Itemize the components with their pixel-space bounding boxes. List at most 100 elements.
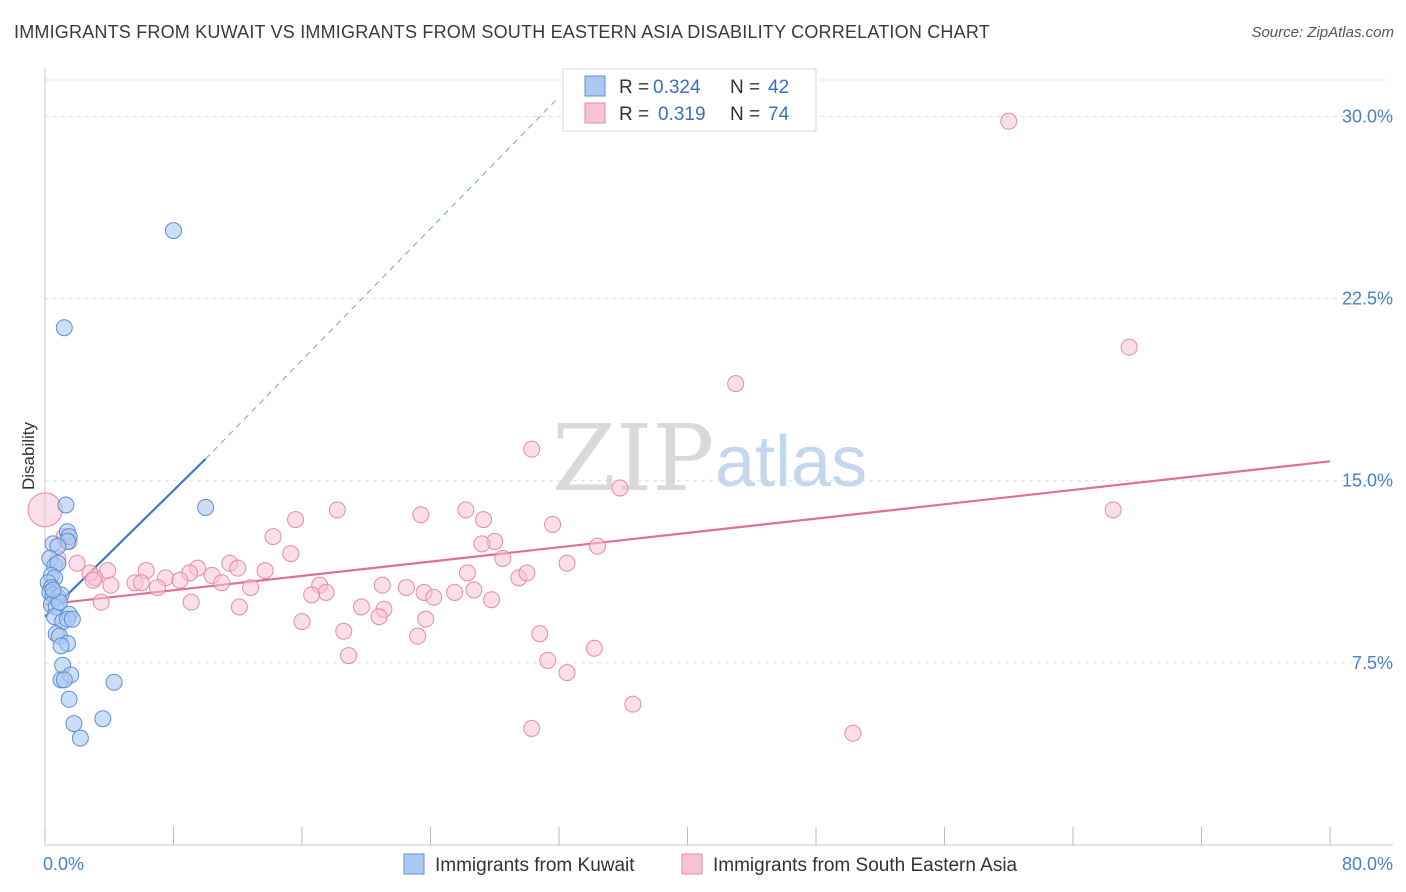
y-tick-label: 15.0% — [1342, 471, 1393, 491]
sea-point — [518, 564, 536, 582]
sea-point — [558, 664, 576, 682]
sea-point — [1000, 112, 1018, 130]
y-tick-label: 22.5% — [1342, 289, 1393, 309]
sea-trend-line — [44, 460, 1331, 606]
legend-swatch-sea — [584, 102, 606, 124]
axes: 7.5% 15.0% 22.5% 30.0% 0.0% 80.0% Disability — [19, 68, 1393, 874]
sea-point — [303, 586, 321, 604]
trend-lines — [44, 96, 1331, 618]
sea-point — [844, 724, 862, 742]
sea-point — [589, 537, 607, 555]
kuwait-point — [165, 222, 182, 240]
sea-point — [397, 579, 415, 597]
legend-swatch-kuwait — [584, 75, 606, 97]
sea-point — [458, 564, 476, 582]
sea-point — [1120, 338, 1138, 356]
kuwait-points — [39, 222, 215, 747]
sea-point — [27, 492, 63, 528]
sea-point — [523, 440, 541, 458]
grid-lines — [45, 79, 1390, 664]
sea-point — [92, 593, 110, 611]
watermark-zip: ZIP — [552, 405, 714, 512]
kuwait-point — [55, 319, 73, 337]
sea-point — [558, 554, 576, 572]
sea-point — [483, 591, 501, 609]
sea-point — [242, 579, 260, 597]
legend-kuwait-r-label: R = — [619, 77, 649, 98]
legend: R = 0.324 N = 42 R = 0.319 N = 74 — [562, 68, 817, 132]
sea-point — [229, 559, 247, 577]
y-axis-title: Disability — [19, 421, 38, 490]
kuwait-trend-extension — [205, 96, 560, 460]
kuwait-point — [65, 715, 83, 733]
kuwait-point — [55, 671, 73, 689]
sea-point — [531, 625, 549, 643]
sea-point — [473, 535, 491, 553]
sea-point — [727, 375, 745, 393]
legend-sea-r-value: 0.319 — [658, 104, 706, 125]
sea-point — [1104, 501, 1122, 519]
sea-point — [417, 610, 435, 628]
sea-point — [425, 588, 443, 606]
sea-point — [611, 479, 629, 497]
sea-point — [475, 511, 493, 529]
sea-point — [264, 528, 282, 546]
x-tick-label-min: 0.0% — [43, 854, 84, 874]
sea-point — [539, 651, 557, 669]
sea-point — [287, 511, 305, 529]
kuwait-point — [52, 637, 70, 655]
sea-point — [373, 576, 391, 594]
sea-point — [352, 598, 370, 616]
kuwait-point — [44, 581, 62, 599]
sea-point — [335, 622, 353, 640]
sea-point — [457, 501, 475, 519]
sea-point — [317, 583, 335, 601]
kuwait-point — [197, 498, 215, 516]
kuwait-point — [63, 610, 81, 628]
watermark-atlas: atlas — [715, 422, 867, 502]
sea-point — [68, 554, 86, 572]
sea-point — [293, 613, 311, 631]
sea-point — [282, 545, 300, 563]
sea-point — [446, 583, 464, 601]
sea-point — [148, 579, 166, 597]
bottom-legend: Immigrants from Kuwait Immigrants from S… — [403, 853, 1018, 876]
kuwait-point — [94, 710, 112, 728]
sea-point — [465, 581, 483, 599]
kuwait-point — [57, 496, 75, 514]
bottom-legend-swatch-sea — [681, 853, 703, 875]
kuwait-trend-line — [44, 458, 207, 618]
sea-point — [84, 571, 102, 589]
x-tick-label-max: 80.0% — [1342, 854, 1393, 874]
kuwait-point — [49, 537, 67, 555]
legend-sea-n-value: 74 — [768, 104, 790, 125]
sea-point — [523, 719, 541, 737]
sea-point — [340, 647, 358, 665]
sea-point — [370, 608, 388, 626]
legend-sea-n-label: N = — [730, 104, 760, 125]
sea-point — [230, 598, 248, 616]
sea-point — [132, 574, 150, 592]
chart-title: IMMIGRANTS FROM KUWAIT VS IMMIGRANTS FRO… — [14, 22, 990, 42]
y-tick-label: 30.0% — [1342, 106, 1393, 126]
bottom-legend-kuwait: Immigrants from Kuwait — [435, 855, 635, 876]
sea-point — [182, 593, 200, 611]
sea-point — [256, 562, 274, 580]
sea-point — [585, 639, 603, 657]
sea-point — [213, 574, 231, 592]
sea-point — [544, 515, 562, 533]
kuwait-point — [60, 690, 78, 708]
watermark: ZIP atlas — [552, 405, 867, 512]
kuwait-point — [71, 729, 89, 747]
legend-sea-r-label: R = — [619, 104, 649, 125]
source-credit: Source: ZipAtlas.com — [1251, 24, 1394, 41]
bottom-legend-swatch-kuwait — [403, 853, 425, 875]
sea-point — [171, 571, 189, 589]
sea-point — [624, 695, 642, 713]
sea-point — [102, 576, 120, 594]
sea-points — [27, 112, 1138, 742]
y-tick-label: 7.5% — [1352, 653, 1393, 673]
sea-point — [328, 501, 346, 519]
legend-kuwait-r-value: 0.324 — [653, 77, 701, 98]
